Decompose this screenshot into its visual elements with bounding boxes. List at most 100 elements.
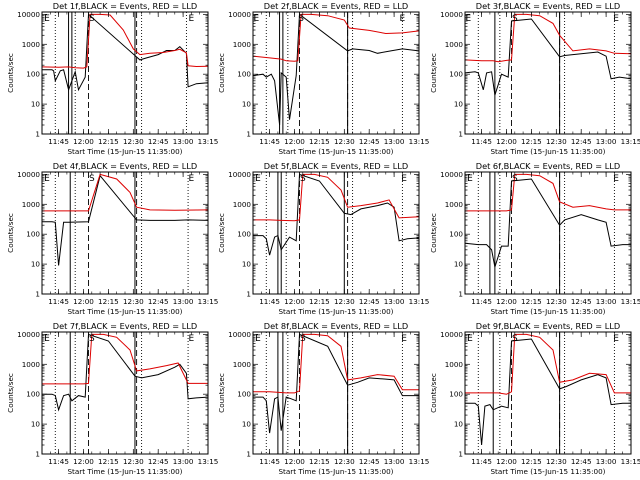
y-axis-label: Counts/sec <box>429 213 438 253</box>
marker-label: E <box>401 174 407 184</box>
x-tick-label: 12:45 <box>359 137 380 146</box>
y-tick-label: 100 <box>237 70 251 79</box>
x-tick-label: 12:45 <box>148 297 169 306</box>
marker-label: E <box>255 174 261 184</box>
plot-frame <box>464 11 632 135</box>
chart-panel-7: Det 7f,BLACK = Events, RED = LLD S E E 1 10 10… <box>6 320 218 476</box>
events-series-line <box>253 333 419 434</box>
events-series-line <box>42 333 209 412</box>
marker-label: S <box>300 334 306 344</box>
events-series-line <box>252 13 420 126</box>
y-tick-label: 10 <box>454 260 464 269</box>
y-tick-label: 10 <box>242 100 252 109</box>
x-tick-label: 13:15 <box>198 297 219 306</box>
marker-label: S <box>298 14 304 24</box>
frame-mask <box>41 320 209 321</box>
frame-mask <box>252 160 420 161</box>
x-tick-label: 11:45 <box>471 457 492 466</box>
frame-mask <box>252 0 420 1</box>
x-axis-label: Start Time (15-Jun-15 11:35:00) <box>490 147 605 156</box>
x-tick-label: 12:30 <box>123 297 144 306</box>
marker-label: E <box>400 14 406 24</box>
y-tick-label: 10000 <box>17 10 40 19</box>
chart-panel-2: Det 2f,BLACK = Events, RED = LLD S E E 1 10 10… <box>217 0 429 156</box>
y-tick-label: 1 <box>246 290 251 299</box>
y-tick-label: 1 <box>458 290 463 299</box>
y-tick-label: 10000 <box>440 170 463 179</box>
x-tick-label: 13:15 <box>621 137 640 146</box>
y-tick-label: 1 <box>246 450 251 459</box>
lld-series-line <box>252 13 420 62</box>
x-tick-label: 12:45 <box>571 137 592 146</box>
x-tick-label: 13:15 <box>409 457 430 466</box>
lld-series-line <box>41 13 209 69</box>
lld-series-line <box>465 333 631 395</box>
x-tick-label: 13:00 <box>173 457 194 466</box>
y-tick-label: 10000 <box>228 170 251 179</box>
y-tick-label: 1 <box>35 290 40 299</box>
marker-label: E <box>189 174 195 184</box>
x-tick-label: 13:00 <box>596 137 617 146</box>
chart-title: Det 1f,BLACK = Events, RED = LLD <box>53 1 197 11</box>
x-tick-label: 12:30 <box>546 137 567 146</box>
x-axis-label: Start Time (15-Jun-15 11:35:00) <box>490 467 605 476</box>
x-tick-label: 12:00 <box>496 137 517 146</box>
chart-title: Det 2f,BLACK = Events, RED = LLD <box>264 1 408 11</box>
x-axis-label: Start Time (15-Jun-15 11:35:00) <box>490 307 605 316</box>
frame-mask <box>41 160 209 161</box>
marker-label: E <box>189 14 195 24</box>
x-tick-label: 12:15 <box>521 457 542 466</box>
x-tick-label: 12:30 <box>123 137 144 146</box>
x-axis-label: Start Time (15-Jun-15 11:35:00) <box>278 467 393 476</box>
x-tick-label: 11:45 <box>471 297 492 306</box>
marker-label: S <box>512 174 518 184</box>
y-tick-label: 10000 <box>17 330 40 339</box>
y-tick-label: 10 <box>242 260 252 269</box>
marker-label: E <box>613 334 619 344</box>
marker-label: S <box>89 14 95 24</box>
marker-label: E <box>401 334 407 344</box>
x-tick-label: 13:00 <box>384 297 405 306</box>
y-tick-label: 10 <box>454 420 464 429</box>
chart-panel-5: Det 5f,BLACK = Events, RED = LLD S E E 1 10 10… <box>217 160 429 316</box>
y-tick-label: 1 <box>35 450 40 459</box>
marker-label: E <box>255 334 261 344</box>
x-axis-label: Start Time (15-Jun-15 11:35:00) <box>67 147 182 156</box>
y-axis-label: Counts/sec <box>429 53 438 93</box>
chart-title: Det 6f,BLACK = Events, RED = LLD <box>476 161 620 171</box>
marker-label: S <box>89 174 95 184</box>
x-tick-label: 12:45 <box>359 297 380 306</box>
y-tick-label: 1 <box>458 450 463 459</box>
x-tick-label: 12:00 <box>73 297 94 306</box>
y-tick-label: 10 <box>242 420 252 429</box>
plot-frame <box>252 11 420 135</box>
x-tick-label: 12:15 <box>309 137 330 146</box>
x-tick-label: 12:30 <box>546 297 567 306</box>
chart-title: Det 3f,BLACK = Events, RED = LLD <box>476 1 620 11</box>
x-tick-label: 11:45 <box>48 137 69 146</box>
y-tick-label: 100 <box>26 230 40 239</box>
chart-panel-9: Det 9f,BLACK = Events, RED = LLD S E E 1 10 10… <box>429 320 640 476</box>
x-tick-label: 13:00 <box>384 457 405 466</box>
y-tick-label: 10 <box>31 100 41 109</box>
x-tick-label: 12:15 <box>521 297 542 306</box>
y-tick-label: 1000 <box>233 360 252 369</box>
lld-series-line <box>42 333 208 385</box>
x-tick-label: 13:00 <box>173 297 194 306</box>
x-tick-label: 12:45 <box>571 457 592 466</box>
y-tick-label: 1000 <box>22 40 41 49</box>
frame-mask <box>464 0 632 1</box>
marker-label: E <box>44 334 50 344</box>
y-tick-label: 10000 <box>440 330 463 339</box>
chart-panel-6: Det 6f,BLACK = Events, RED = LLD S E E 1 10 10… <box>429 160 640 316</box>
x-tick-label: 13:00 <box>596 297 617 306</box>
y-tick-label: 1000 <box>233 200 252 209</box>
x-axis-label: Start Time (15-Jun-15 11:35:00) <box>278 147 393 156</box>
marker-label: S <box>512 14 518 24</box>
y-tick-label: 10 <box>31 260 41 269</box>
marker-label: E <box>465 14 471 24</box>
x-tick-label: 12:00 <box>496 457 517 466</box>
x-tick-label: 12:45 <box>571 297 592 306</box>
x-tick-label: 13:15 <box>621 297 640 306</box>
